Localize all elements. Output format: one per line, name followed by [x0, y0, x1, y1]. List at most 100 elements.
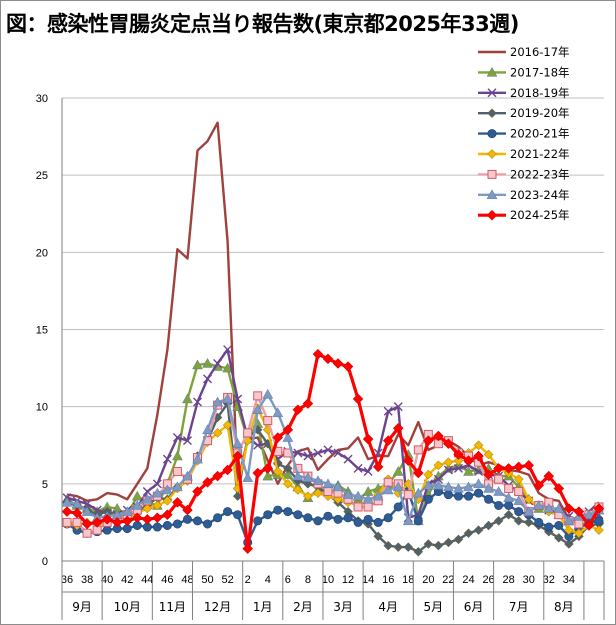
- month-label: 12月: [204, 600, 231, 614]
- data-point: [392, 466, 404, 476]
- y-tick-label: 20: [36, 247, 48, 259]
- data-point: [514, 507, 524, 517]
- data-point: [453, 449, 464, 460]
- y-tick-label: 0: [42, 556, 48, 568]
- data-point: [363, 502, 373, 512]
- data-point: [363, 466, 373, 476]
- data-point: [152, 487, 163, 498]
- data-point: [353, 463, 363, 473]
- data-point: [412, 467, 424, 479]
- data-point: [382, 484, 394, 495]
- data-point: [443, 465, 453, 475]
- data-point: [152, 522, 162, 532]
- marker-stroke: [142, 487, 152, 497]
- x-week-label: 22: [442, 574, 454, 586]
- data-point: [433, 430, 444, 442]
- data-point: [162, 495, 173, 506]
- marker-stroke: [313, 448, 323, 458]
- data-point: [242, 472, 254, 482]
- data-point: [303, 451, 313, 461]
- data-point: [504, 500, 514, 510]
- data-point: [423, 479, 434, 490]
- chart-title: 図：感染性胃腸炎定点当り報告数(東京都2025年33週): [6, 12, 519, 36]
- x-week-label: 32: [543, 574, 555, 586]
- x-week-label: 20: [422, 574, 434, 586]
- x-week-label: 24: [462, 574, 474, 586]
- data-point: [252, 404, 264, 414]
- x-week-label: 12: [342, 574, 354, 586]
- data-point: [543, 470, 555, 482]
- data-point: [282, 424, 294, 436]
- data-point: [463, 491, 473, 501]
- data-point: [263, 416, 273, 426]
- data-point: [302, 398, 314, 409]
- series-2019-20年: [62, 398, 604, 557]
- x-week-label: 10: [322, 574, 334, 586]
- data-point: [362, 493, 374, 504]
- x-week-label: 16: [382, 574, 394, 586]
- data-point: [182, 504, 193, 516]
- x-week-label: 52: [221, 574, 233, 586]
- data-point: [312, 475, 324, 485]
- data-point: [192, 359, 203, 370]
- data-point: [282, 478, 293, 489]
- data-point: [513, 461, 525, 473]
- data-point: [493, 486, 504, 496]
- data-point: [483, 449, 494, 460]
- data-point: [162, 454, 172, 464]
- legend-label: 2018-19年: [510, 86, 570, 100]
- data-point: [101, 513, 113, 525]
- data-point: [313, 488, 323, 498]
- data-point: [272, 432, 284, 443]
- marker-stroke: [162, 454, 172, 464]
- data-point: [574, 519, 584, 529]
- data-point: [534, 517, 544, 527]
- data-point: [563, 515, 575, 526]
- data-point: [193, 397, 202, 407]
- data-point: [523, 506, 535, 516]
- data-point: [212, 396, 223, 407]
- data-point: [523, 517, 534, 528]
- marker-stroke: [443, 465, 453, 475]
- data-point: [253, 516, 263, 526]
- month-label: 9月: [72, 600, 92, 614]
- x-week-label: 4: [265, 574, 271, 586]
- data-point: [303, 491, 313, 502]
- data-point: [182, 470, 193, 481]
- data-point: [473, 525, 484, 535]
- data-point: [333, 448, 343, 458]
- data-point: [131, 512, 143, 524]
- data-point: [553, 503, 565, 513]
- x-week-label: 50: [201, 574, 213, 586]
- data-point: [212, 470, 223, 482]
- data-point: [433, 479, 444, 490]
- data-point: [253, 440, 263, 450]
- legend-label: 2021-22年: [510, 147, 570, 161]
- data-point: [474, 488, 484, 498]
- marker-stroke: [393, 402, 403, 412]
- data-point: [362, 433, 374, 445]
- month-label: 5月: [424, 600, 444, 614]
- legend-marker: [487, 88, 497, 98]
- data-point: [222, 393, 233, 404]
- data-point: [182, 393, 193, 404]
- data-point: [554, 521, 564, 531]
- series-2024-25年: [61, 348, 605, 555]
- legend-marker: [486, 189, 498, 200]
- data-point: [152, 479, 162, 489]
- legend-label: 2024-25年: [510, 208, 570, 222]
- data-point: [252, 467, 264, 479]
- data-point: [413, 546, 424, 557]
- data-point: [172, 496, 183, 508]
- data-point: [262, 470, 274, 481]
- series-2023-24年: [61, 388, 605, 526]
- marker-stroke: [353, 463, 363, 473]
- data-point: [403, 490, 413, 500]
- data-point: [402, 455, 414, 467]
- month-label: 3月: [333, 600, 353, 614]
- data-point: [413, 445, 423, 455]
- data-point: [332, 481, 344, 492]
- data-point: [172, 450, 183, 461]
- data-point: [223, 507, 233, 517]
